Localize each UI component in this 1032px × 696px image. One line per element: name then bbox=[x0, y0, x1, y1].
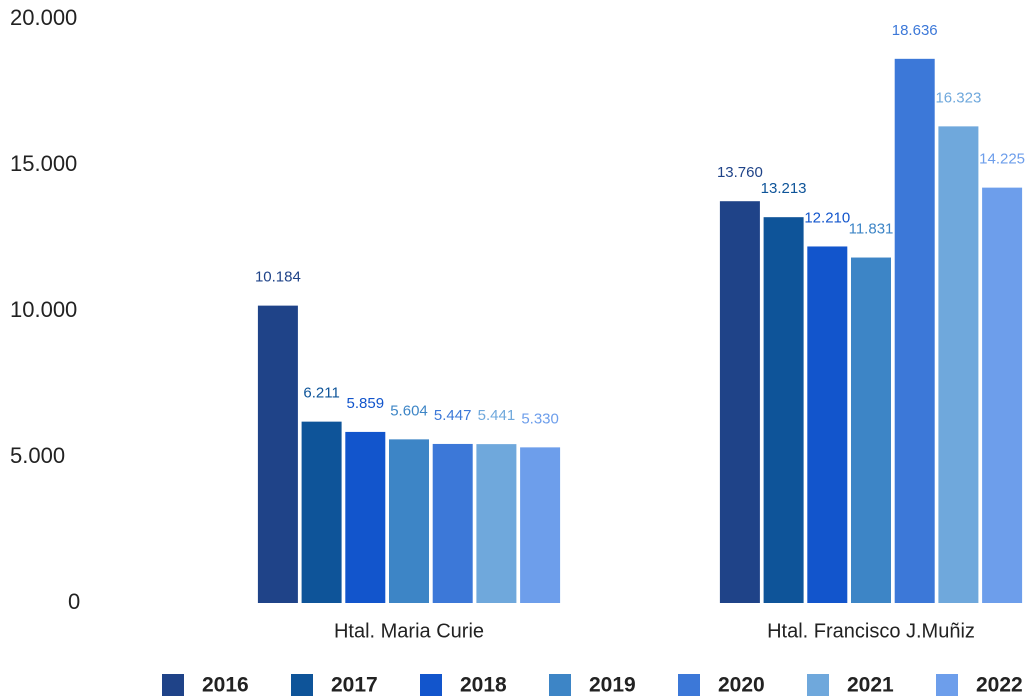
legend-swatch bbox=[549, 674, 571, 696]
value-label: 5.447 bbox=[434, 407, 472, 424]
value-label: 16.323 bbox=[935, 89, 981, 106]
value-label: 14.225 bbox=[979, 151, 1025, 168]
bar bbox=[807, 246, 848, 603]
bar bbox=[894, 58, 935, 604]
y-tick-label: 15.000 bbox=[10, 151, 77, 176]
value-label: 12.210 bbox=[804, 209, 850, 226]
legend-swatch bbox=[807, 674, 829, 696]
value-label: 5.330 bbox=[521, 410, 559, 427]
x-tick-label: Htal. Francisco J.Muñiz bbox=[767, 620, 975, 642]
bar bbox=[719, 201, 760, 603]
legend-label: 2022 bbox=[976, 674, 1023, 696]
value-label: 13.760 bbox=[717, 164, 763, 181]
value-label: 5.859 bbox=[347, 395, 385, 412]
bar bbox=[301, 421, 342, 603]
bar bbox=[763, 217, 804, 603]
legend-swatch bbox=[420, 674, 442, 696]
legend-label: 2019 bbox=[589, 674, 636, 696]
legend-label: 2021 bbox=[847, 674, 894, 696]
bar bbox=[938, 126, 979, 603]
y-tick-label: 20.000 bbox=[10, 5, 77, 30]
value-label: 10.184 bbox=[255, 269, 301, 286]
bar bbox=[389, 439, 429, 603]
bar bbox=[982, 187, 1023, 603]
value-label: 5.441 bbox=[478, 407, 516, 424]
legend-label: 2017 bbox=[331, 674, 378, 696]
bar bbox=[851, 257, 891, 603]
legend-label: 2018 bbox=[460, 674, 507, 696]
value-label: 11.831 bbox=[849, 221, 894, 238]
value-label: 5.604 bbox=[390, 402, 428, 419]
y-tick-label: 0 bbox=[68, 589, 80, 614]
value-label: 13.213 bbox=[761, 180, 807, 197]
bar bbox=[345, 431, 386, 603]
legend-label: 2020 bbox=[718, 674, 765, 696]
legend-label: 2016 bbox=[202, 674, 249, 696]
y-tick-label: 5.000 bbox=[10, 443, 65, 468]
legend-swatch bbox=[678, 674, 700, 696]
value-label: 6.211 bbox=[303, 385, 339, 402]
legend-swatch bbox=[291, 674, 313, 696]
value-label: 18.636 bbox=[892, 22, 938, 39]
bar bbox=[432, 443, 473, 603]
bar bbox=[257, 305, 298, 603]
bar bbox=[476, 444, 517, 603]
x-tick-label: Htal. Maria Curie bbox=[334, 620, 484, 642]
legend-swatch bbox=[936, 674, 958, 696]
y-tick-label: 10.000 bbox=[10, 297, 77, 322]
legend-swatch bbox=[162, 674, 184, 696]
bar bbox=[520, 447, 561, 603]
